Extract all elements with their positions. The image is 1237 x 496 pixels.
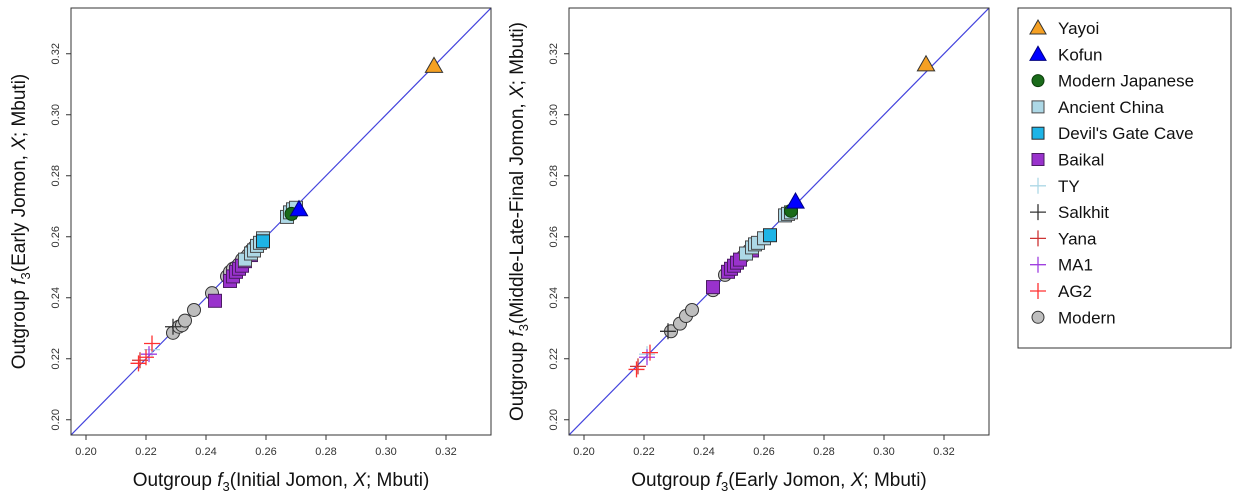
x-tick-label: 0.22 [633, 446, 654, 458]
y-tick-label: 0.30 [548, 104, 560, 125]
x-axis-label: Outgroup f3(Initial Jomon, X; Mbuti) [133, 470, 430, 494]
y-tick-label: 0.20 [548, 409, 560, 430]
legend-marker-ma1 [1030, 256, 1046, 273]
legend-label-ancient-china: Ancient China [1058, 98, 1164, 117]
legend-label-salkhit: Salkhit [1058, 203, 1109, 222]
point-yayoi [916, 54, 936, 72]
scatter-panel-early-vs-middle-late-final: 0.20 0.22 0.24 0.26 0.28 0.30 0.32 0.20 0.22 0.24… [507, 7, 990, 494]
y-tick-label: 0.32 [548, 43, 560, 64]
y-tick-label: 0.26 [50, 226, 62, 247]
scatter-panel-initial-vs-early: 0.20 0.22 0.24 0.26 0.28 0.30 0.32 0.20 0.22 0.24… [9, 7, 492, 494]
point-devil-s-gate-cave [256, 234, 270, 249]
legend-label-yana: Yana [1058, 229, 1097, 248]
x-tick-label: 0.26 [255, 446, 276, 458]
x-tick-label: 0.30 [873, 446, 894, 458]
legend-marker-ty [1030, 177, 1046, 194]
point-yana [132, 352, 148, 369]
point-salkhit [165, 318, 181, 335]
x-tick-label: 0.22 [135, 446, 156, 458]
point-modern [685, 302, 699, 317]
legend-marker-modern-japanese [1031, 74, 1045, 88]
point-modern [187, 302, 201, 317]
point-devil-s-gate-cave [763, 228, 777, 243]
legend-label-devil-s-gate-cave: Devil's Gate Cave [1058, 124, 1194, 143]
point-ag2 [628, 361, 645, 378]
y-tick-label: 0.28 [548, 165, 560, 186]
legend-box [1017, 7, 1232, 349]
x-tick-label: 0.32 [933, 446, 954, 458]
x-tick-label: 0.24 [195, 446, 216, 458]
legend-marker-devil-s-gate-cave [1031, 126, 1045, 140]
tick-group: 0.20 0.22 0.24 0.26 0.28 0.30 0.32 0.20 0.22 0.24… [548, 43, 955, 458]
point-modern [178, 313, 192, 328]
legend-marker-kofun [1029, 45, 1047, 61]
x-tick-label: 0.24 [693, 446, 714, 458]
legend-marker-ag2 [1030, 283, 1046, 299]
y-tick-label: 0.26 [548, 226, 560, 247]
legend-label-kofun: Kofun [1058, 45, 1102, 64]
data-points [130, 56, 444, 372]
legend-label-modern: Modern [1058, 308, 1116, 327]
point-ma1 [141, 346, 157, 363]
legend-label-ag2: AG2 [1058, 282, 1092, 301]
y-tick-label: 0.32 [50, 43, 62, 64]
legend-marker-yana [1030, 230, 1046, 247]
legend-marker-ancient-china [1031, 100, 1045, 114]
x-tick-label: 0.32 [435, 446, 456, 458]
point-kofun [786, 192, 805, 209]
y-tick-label: 0.24 [548, 287, 560, 308]
point-salkhit [660, 323, 676, 340]
legend-label-yayoi: Yayoi [1058, 19, 1099, 38]
point-baikal [706, 280, 720, 295]
x-axis-label: Outgroup f3(Early Jomon, X; Mbuti) [631, 470, 927, 494]
legend-label-ty: TY [1058, 177, 1080, 196]
point-ag2 [642, 344, 658, 361]
x-tick-label: 0.28 [315, 446, 336, 458]
point-ag2 [144, 335, 160, 352]
point-kofun [289, 199, 309, 217]
legend-marker-salkhit [1030, 204, 1046, 221]
legend-marker-yayoi [1029, 18, 1047, 35]
legend-marker-modern [1031, 310, 1045, 324]
data-points [628, 54, 936, 378]
y-axis-label: Outgroup f3(Early Jomon, X; Mbuti) [9, 74, 33, 370]
point-yana [630, 358, 646, 375]
legend-label-baikal: Baikal [1058, 151, 1104, 170]
point-ag2 [138, 349, 154, 366]
legend-marker-baikal [1031, 153, 1045, 166]
y-tick-label: 0.28 [50, 165, 62, 186]
x-tick-label: 0.20 [573, 446, 594, 458]
legend-label-ma1: MA1 [1058, 256, 1093, 275]
legend-label-modern-japanese: Modern Japanese [1058, 72, 1194, 91]
legend: Yayoi Kofun Modern Japanese Ancient China De… [1017, 7, 1232, 349]
x-tick-label: 0.28 [813, 446, 834, 458]
y-tick-label: 0.22 [548, 348, 560, 369]
point-yayoi [424, 56, 444, 73]
plot-frame [70, 7, 492, 436]
tick-group: 0.20 0.22 0.24 0.26 0.28 0.30 0.32 0.20 0.22 0.24… [50, 43, 457, 458]
y-tick-label: 0.24 [50, 287, 62, 308]
y-tick-label: 0.20 [50, 409, 62, 430]
point-ma1 [639, 349, 655, 366]
x-tick-label: 0.20 [75, 446, 96, 458]
x-tick-label: 0.30 [375, 446, 396, 458]
x-tick-label: 0.26 [753, 446, 774, 458]
y-axis-label: Outgroup f3(Middle-Late-Final Jomon, X; … [507, 22, 531, 421]
plot-frame [568, 7, 990, 436]
y-tick-label: 0.22 [50, 348, 62, 369]
point-baikal [208, 293, 222, 308]
y-tick-label: 0.30 [50, 104, 62, 125]
point-ag2 [130, 355, 147, 372]
